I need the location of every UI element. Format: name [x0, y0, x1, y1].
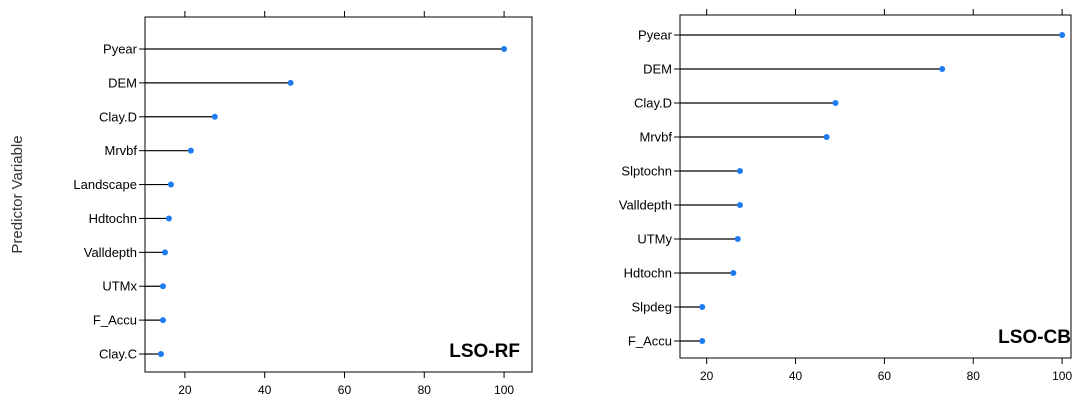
category-label: F_Accu [93, 313, 137, 328]
category-label: Landscape [73, 177, 137, 192]
x-tick-label: 40 [258, 383, 272, 397]
category-label: Mrvbf [105, 143, 138, 158]
x-tick-label: 60 [878, 369, 892, 383]
importance-point [736, 168, 743, 174]
importance-point [832, 100, 839, 106]
importance-point [939, 66, 946, 72]
category-label: Pyear [638, 28, 673, 43]
importance-point [287, 79, 294, 86]
importance-point [699, 304, 706, 310]
panel-label: LSO-RF [449, 341, 520, 362]
category-label: Clay.D [99, 109, 137, 124]
category-label: Clay.D [634, 96, 672, 111]
panel-lso-cb: 20 40 60 80 100 Pyear DEM Clay.D Mrvbf Slptochn Va… [619, 9, 1072, 383]
category-label: F_Accu [628, 334, 672, 349]
importance-point [165, 215, 172, 222]
importance-point [159, 317, 166, 324]
x-tick-label: 100 [1052, 369, 1072, 383]
plot-frame [144, 16, 533, 373]
x-tick-label: 60 [338, 383, 352, 397]
category-label: Pyear [103, 42, 138, 57]
importance-point [159, 283, 166, 290]
plot-frame [679, 14, 1072, 359]
category-label: Hdtochn [624, 266, 672, 281]
importance-point [167, 181, 174, 188]
importance-point [823, 134, 830, 140]
importance-point [699, 338, 706, 344]
category-label: Slptochn [621, 164, 672, 179]
category-label: Hdtochn [89, 211, 137, 226]
category-label: Valldepth [619, 198, 672, 213]
importance-point [211, 113, 218, 120]
x-tick-label: 40 [789, 369, 803, 383]
importance-point [730, 270, 737, 276]
importance-point [157, 351, 164, 357]
importance-point [734, 236, 741, 242]
importance-point [736, 202, 743, 208]
category-label: Clay.C [99, 347, 137, 362]
panel-label: LSO-CB [998, 327, 1071, 348]
importance-point [161, 249, 168, 256]
category-label: UTMx [102, 279, 137, 294]
x-tick-label: 20 [178, 383, 192, 397]
y-axis-title: Predictor Variable [9, 135, 26, 253]
importance-point [187, 147, 194, 154]
x-tick-label: 100 [494, 383, 514, 397]
x-tick-label: 80 [967, 369, 981, 383]
category-label: UTMy [637, 232, 672, 247]
panel-lso-rf: 20 40 60 80 100 Pyear DEM Clay.D Mrvbf Landscape H… [9, 11, 533, 397]
x-tick-label: 80 [418, 383, 432, 397]
category-label: DEM [108, 75, 137, 90]
importance-point [501, 46, 508, 52]
importance-point [1059, 32, 1066, 38]
category-label: Slpdeg [632, 300, 672, 315]
category-label: Valldepth [84, 245, 137, 260]
category-label: Mrvbf [640, 130, 673, 145]
category-label: DEM [643, 62, 672, 77]
x-tick-label: 20 [700, 369, 714, 383]
